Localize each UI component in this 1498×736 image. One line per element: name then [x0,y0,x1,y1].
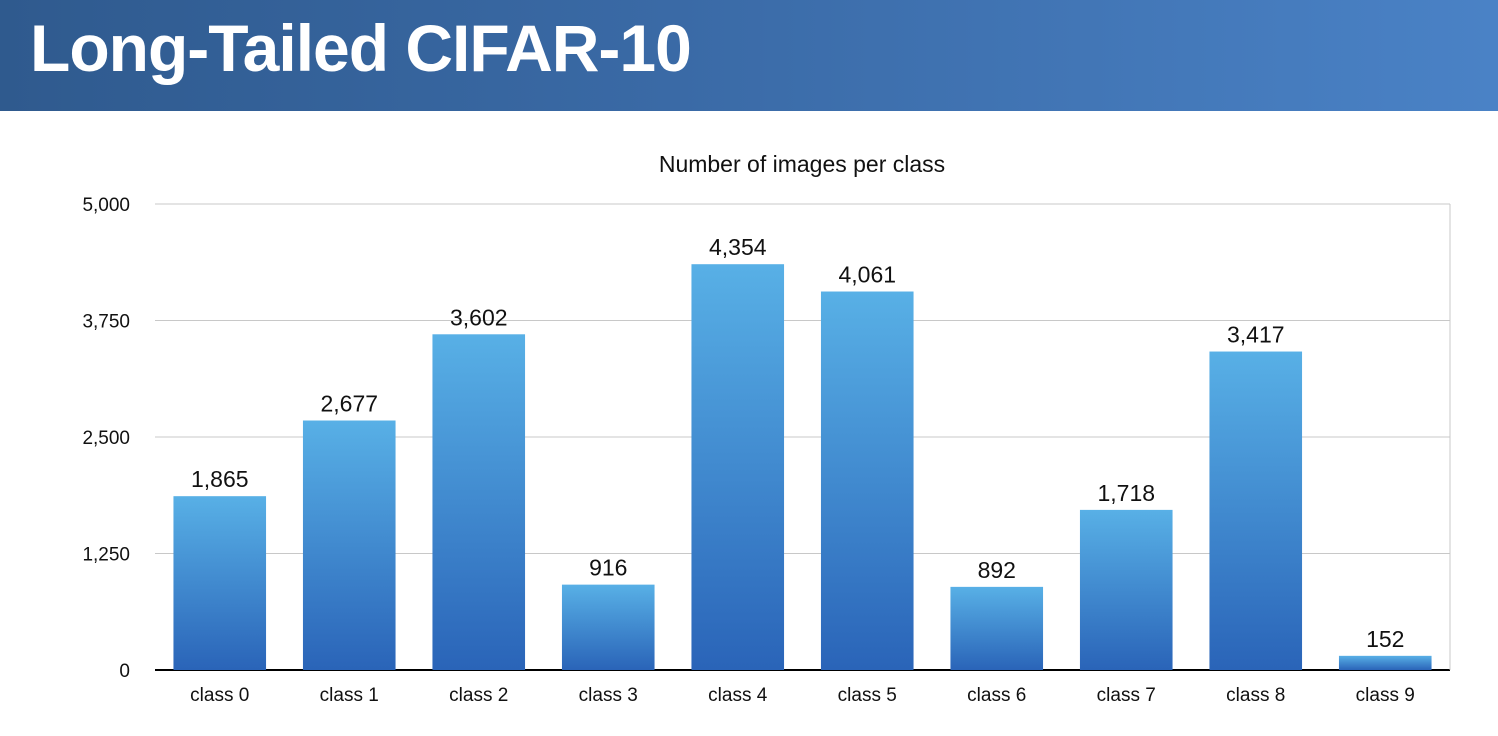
x-tick-label: class 6 [967,685,1026,706]
bar-chart-container: Number of images per class 0 1,250 2,500 3,… [0,111,1498,731]
data-label: 4,354 [709,234,767,260]
data-label: 152 [1366,626,1404,652]
bar-class-7 [1079,509,1173,670]
x-tick-label: class 9 [1356,685,1415,706]
slide-title: Long-Tailed CIFAR-10 [30,11,692,85]
x-tick-label: class 5 [838,685,897,706]
bars [173,264,1432,670]
bar-class-9 [1338,655,1432,670]
bar-class-1 [302,420,396,670]
y-axis-ticks: 0 1,250 2,500 3,750 5,000 [82,195,130,682]
title-banner: Long-Tailed CIFAR-10 [0,0,1498,111]
bar-class-8 [1209,351,1303,670]
data-label: 1,865 [191,466,249,492]
data-labels: 1,865 2,677 3,602 916 4,354 4,061 892 1,718 3,41… [191,234,1404,652]
x-tick-label: class 0 [190,685,249,706]
x-tick-label: class 7 [1097,685,1156,706]
bar-class-5 [820,291,914,670]
y-tick-label: 3,750 [82,312,130,333]
data-label: 4,061 [838,262,896,288]
y-tick-label: 1,250 [82,545,130,566]
bar-chart: Number of images per class 0 1,250 2,500 3,… [82,151,1451,706]
bar-class-3 [561,584,655,670]
x-axis-ticks: class 0 class 1 class 2 class 3 class 4 class… [190,685,1415,706]
bar-class-0 [173,496,267,670]
data-label: 1,718 [1097,480,1155,506]
data-label: 892 [978,557,1016,583]
bar-class-6 [950,586,1044,670]
data-label: 3,602 [450,304,508,330]
y-tick-label: 2,500 [82,428,130,449]
y-tick-label: 5,000 [82,195,130,216]
x-tick-label: class 2 [449,685,508,706]
chart-title: Number of images per class [659,151,945,177]
data-label: 916 [589,555,627,581]
x-tick-label: class 1 [320,685,379,706]
x-tick-label: class 3 [579,685,638,706]
data-label: 3,417 [1227,322,1285,348]
bar-class-2 [432,334,526,670]
y-tick-label: 0 [119,661,130,682]
bar-class-4 [691,264,785,670]
data-label: 2,677 [320,391,378,417]
x-tick-label: class 8 [1226,685,1285,706]
x-tick-label: class 4 [708,685,768,706]
